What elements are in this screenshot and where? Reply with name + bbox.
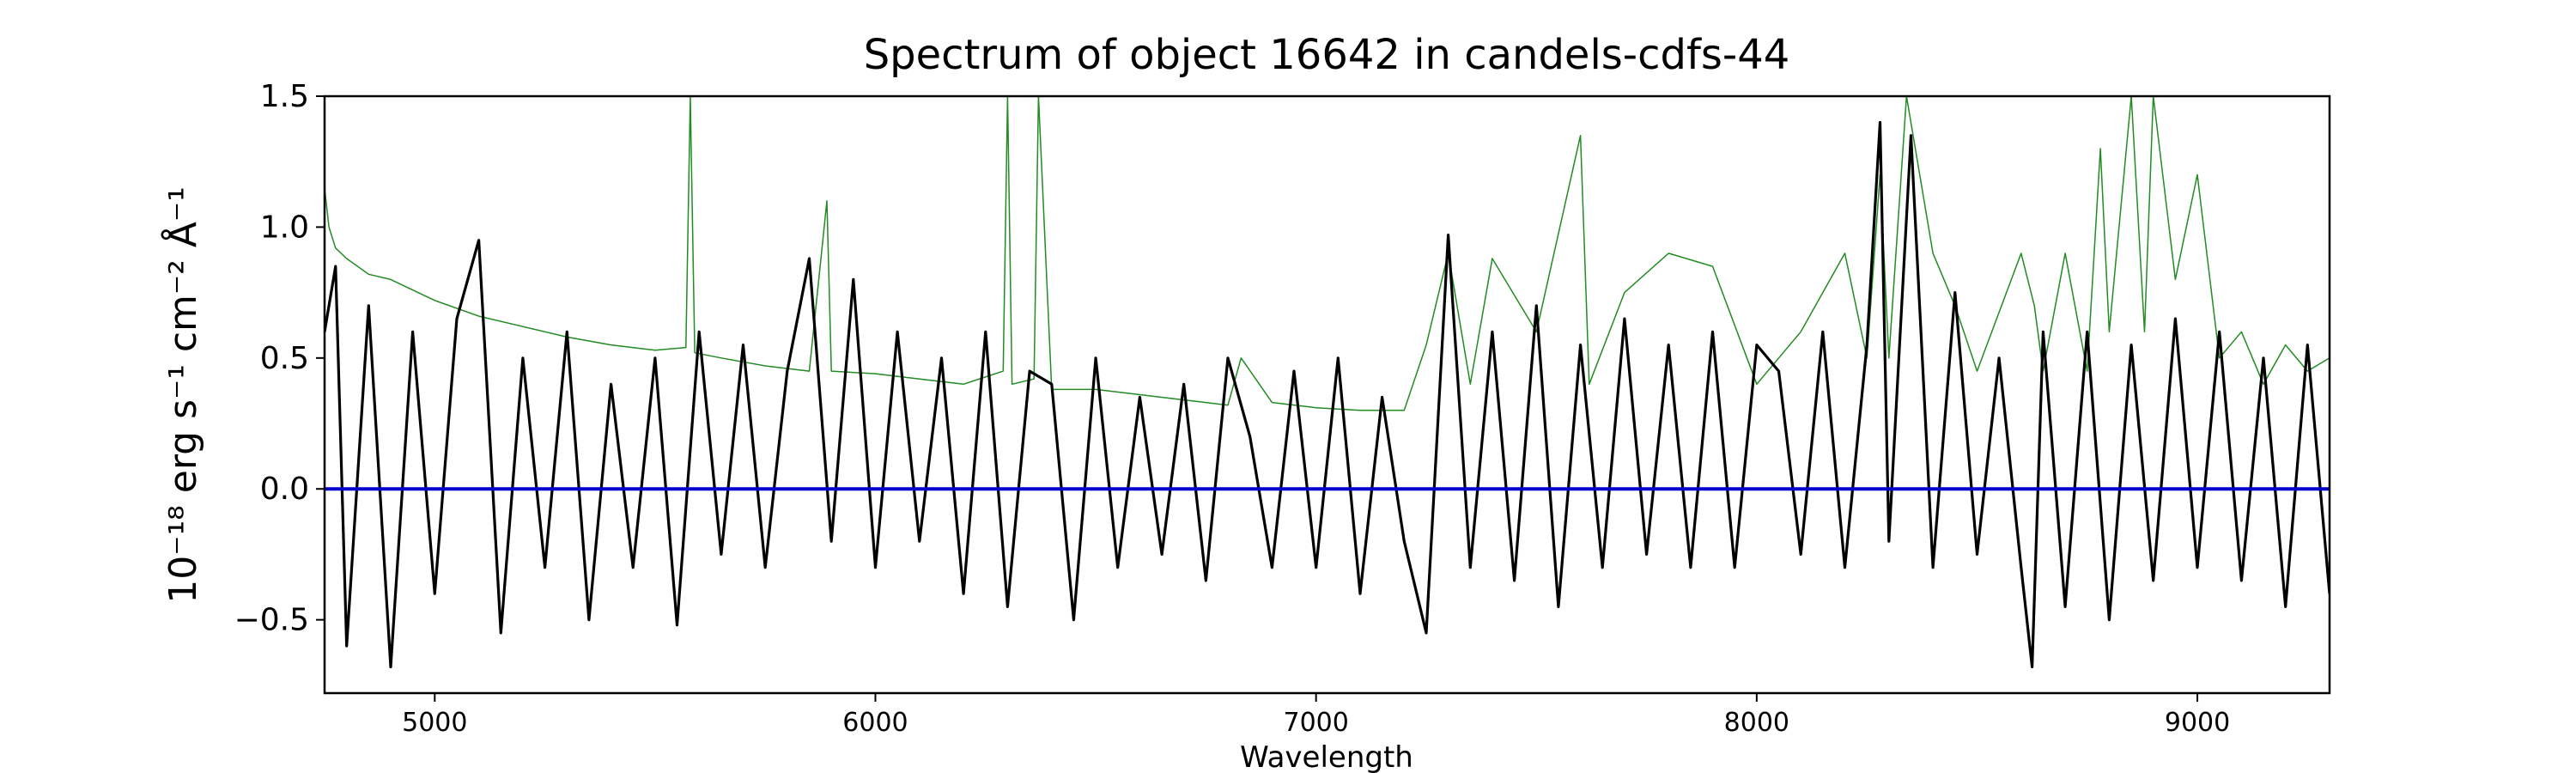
y-tick-label: 1.0 — [260, 210, 309, 245]
y-tick-label: −0.5 — [234, 603, 309, 638]
y-tick-label: 1.5 — [260, 79, 309, 114]
x-tick-label: 8000 — [1724, 708, 1789, 738]
x-tick-label: 9000 — [2165, 708, 2230, 738]
plot-area — [325, 96, 2330, 669]
y-tick-label: 0.5 — [260, 341, 309, 376]
y-tick-label: 0.0 — [260, 472, 309, 507]
series-line-error — [325, 96, 2330, 411]
x-tick-label: 5000 — [402, 708, 467, 738]
plot-frame — [323, 94, 2331, 695]
y-axis-label: 10⁻¹⁸ erg s⁻¹ cm⁻² Å⁻¹ — [160, 186, 205, 603]
axis-ticks: 5000 6000 7000 8000 9000 −0.5 0.0 0.5 1.0 1.5 — [234, 79, 2231, 738]
series-line-flux — [325, 120, 2330, 669]
x-tick-label: 7000 — [1283, 708, 1348, 738]
x-tick-label: 6000 — [842, 708, 908, 738]
chart-title: Spectrum of object 16642 in candels-cdfs… — [864, 31, 1790, 79]
x-axis-label: Wavelength — [1240, 740, 1413, 773]
